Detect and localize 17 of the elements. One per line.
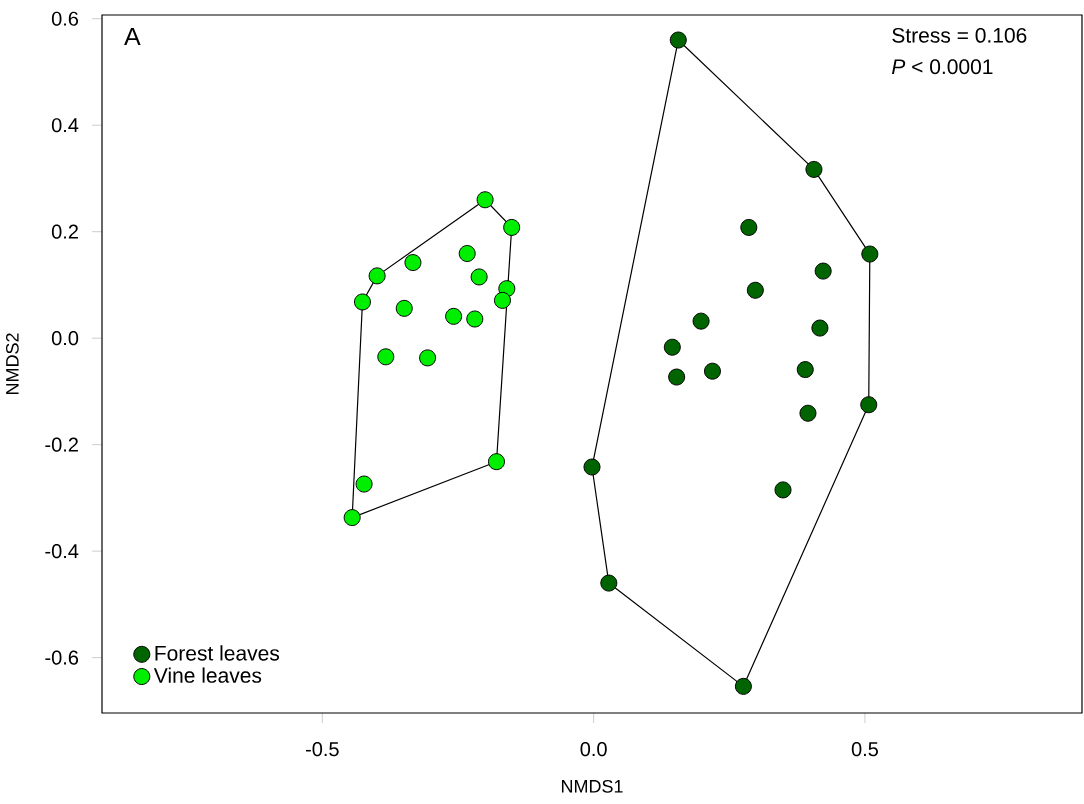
y-tick-label: -0.6 (45, 650, 79, 665)
y-tick-label: 0.2 (51, 224, 78, 239)
annotation: A (124, 27, 141, 46)
y-axis-title: NMDS2 (5, 333, 19, 395)
y-tick-label: 0.4 (51, 118, 79, 133)
legend-label: Vine leaves (153, 667, 262, 683)
x-tick-label: 0.0 (580, 742, 607, 757)
annotation: Stress = 0.106 (892, 27, 1027, 43)
y-tick-label: 0.0 (51, 331, 79, 346)
annotation: P < 0.0001 (891, 59, 993, 75)
legend-label: Forest leaves (155, 645, 280, 661)
x-axis-title: NMDS1 (561, 779, 623, 793)
y-tick-label: -0.2 (45, 437, 78, 452)
y-tick-label: 0.6 (51, 11, 79, 26)
x-tick-label: -0.5 (305, 742, 339, 757)
x-tick-label: 0.5 (851, 742, 879, 757)
y-tick-label: -0.4 (45, 544, 79, 559)
